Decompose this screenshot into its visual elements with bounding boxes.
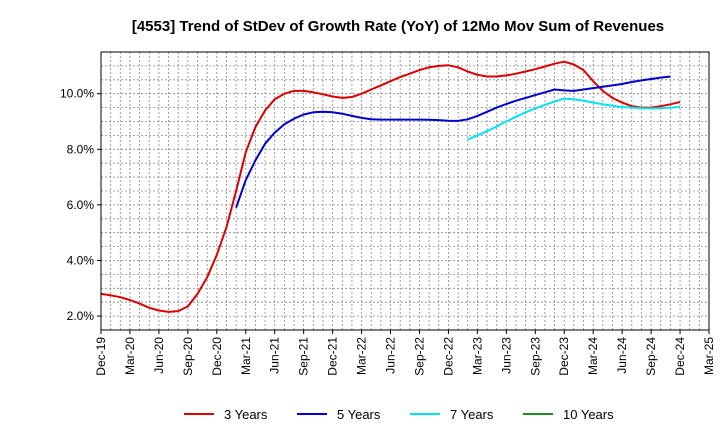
x-tick-label: Jun-23 xyxy=(499,337,513,374)
x-tick-label: Dec-20 xyxy=(210,337,224,376)
x-tick-label: Dec-21 xyxy=(326,337,340,376)
x-tick-label: Mar-23 xyxy=(470,337,484,375)
x-tick-label: Dec-23 xyxy=(557,337,571,376)
chart-title: [4553] Trend of StDev of Growth Rate (Yo… xyxy=(132,18,664,35)
x-tick-label: Sep-21 xyxy=(297,337,311,376)
x-tick-label: Dec-19 xyxy=(94,337,108,376)
x-tick-label: Sep-22 xyxy=(412,337,426,376)
x-tick-label: Dec-24 xyxy=(673,337,687,376)
series-line-5-years xyxy=(235,75,671,209)
series-line-3-years xyxy=(100,60,681,313)
x-tick-label: Dec-22 xyxy=(441,337,455,376)
y-tick-label: 6.0% xyxy=(67,198,95,212)
x-tick-label: Mar-21 xyxy=(239,337,253,375)
y-tick-label: 8.0% xyxy=(67,142,95,156)
x-tick-label: Sep-24 xyxy=(644,337,658,376)
y-tick-label: 4.0% xyxy=(67,254,95,268)
x-tick-label: Jun-21 xyxy=(268,337,282,374)
x-tick-label: Sep-20 xyxy=(181,337,195,376)
legend-label-7-years: 7 Years xyxy=(450,407,494,422)
x-tick-label: Mar-24 xyxy=(586,337,600,375)
x-tick-label: Jun-22 xyxy=(384,337,398,374)
plot-frame xyxy=(100,51,710,331)
grid xyxy=(101,52,709,330)
x-tick-label: Mar-25 xyxy=(702,337,716,375)
x-tick-label: Sep-23 xyxy=(528,337,542,376)
legend-label-5-years: 5 Years xyxy=(337,407,381,422)
x-tick-label: Mar-20 xyxy=(123,337,137,375)
y-tick-label: 2.0% xyxy=(67,309,95,323)
y-axis: 2.0% 4.0% 6.0% 8.0% 10.0% xyxy=(60,87,101,323)
x-tick-label: Jun-20 xyxy=(152,337,166,374)
x-tick-label: Mar-22 xyxy=(355,337,369,375)
legend-label-3-years: 3 Years xyxy=(224,407,268,422)
legend: 3 Years 5 Years 7 Years 10 Years xyxy=(184,407,614,422)
x-axis: Dec-19 Mar-20 Jun-20 Sep-20 Dec-20 Mar-21 Jun-… xyxy=(94,330,716,376)
series-line-7-years xyxy=(467,97,681,141)
y-tick-label: 10.0% xyxy=(60,87,94,101)
series-layer xyxy=(100,60,681,313)
x-tick-label: Jun-24 xyxy=(615,337,629,374)
legend-label-10-years: 10 Years xyxy=(563,407,614,422)
